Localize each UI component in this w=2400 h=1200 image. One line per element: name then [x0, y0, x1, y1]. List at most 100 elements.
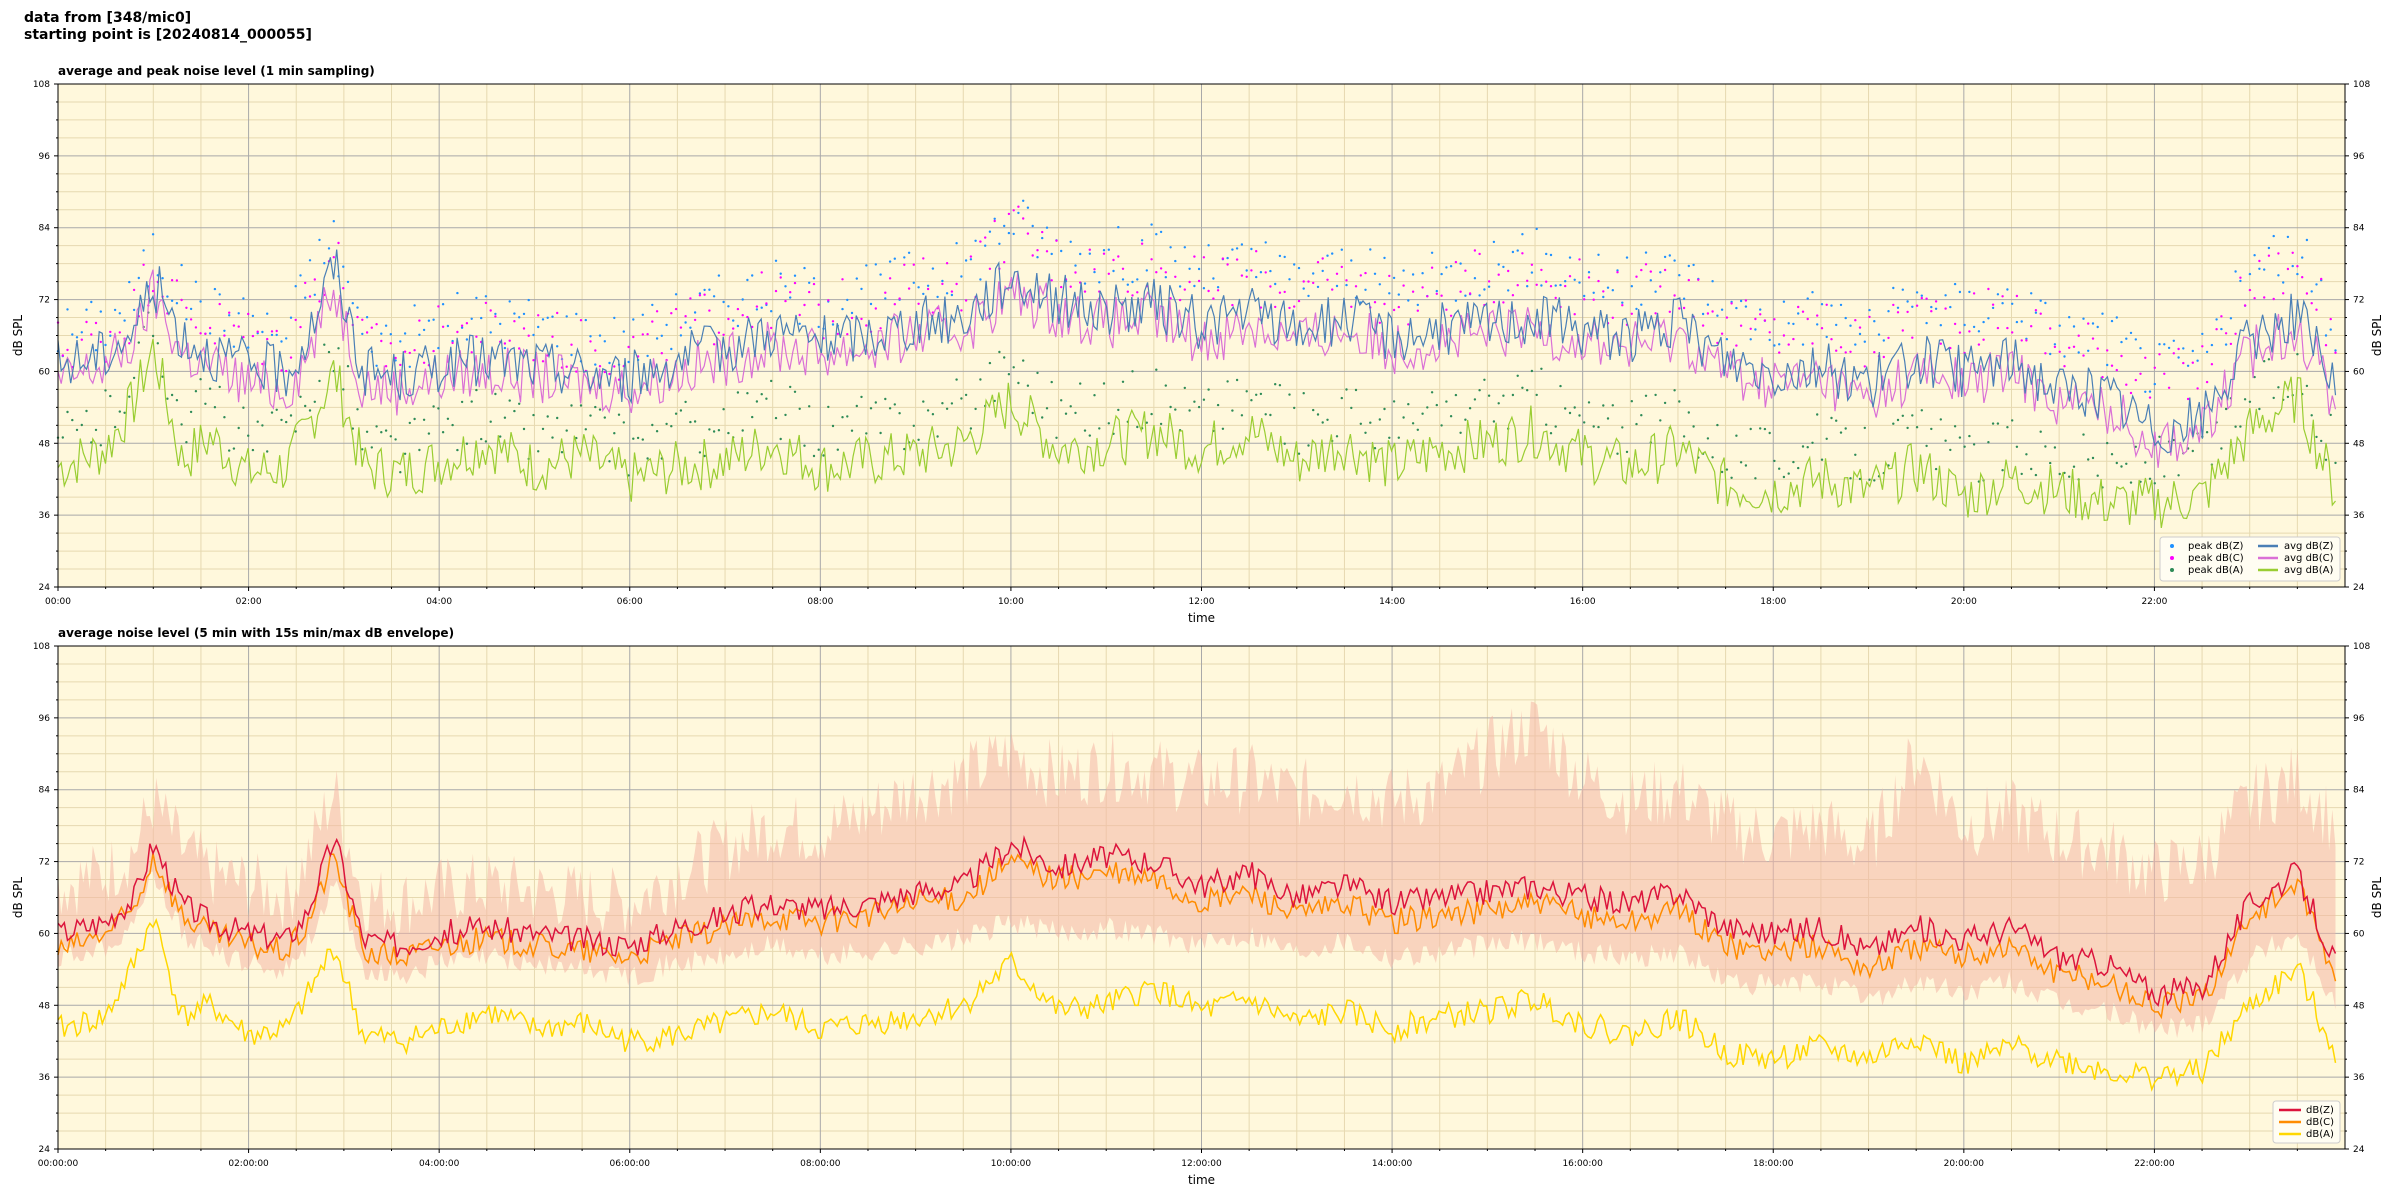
data-point: [551, 315, 554, 318]
data-point: [2148, 477, 2152, 480]
data-point: [2291, 251, 2294, 254]
data-point: [808, 281, 811, 284]
data-point: [541, 427, 545, 431]
data-point: [1972, 292, 1976, 295]
data-point: [2101, 375, 2104, 379]
data-point: [318, 238, 321, 242]
data-point: [1364, 288, 1367, 291]
data-point: [584, 428, 587, 431]
data-point: [1235, 378, 1239, 382]
data-point: [304, 281, 307, 285]
data-point: [1359, 422, 1363, 425]
data-point: [1383, 256, 1386, 260]
data-point: [1245, 390, 1248, 393]
data-point: [199, 300, 202, 303]
data-point: [1939, 324, 1943, 327]
data-point: [1502, 394, 1505, 397]
data-point: [1392, 400, 1396, 403]
data-point: [170, 279, 174, 282]
data-point: [1968, 290, 1971, 294]
data-point: [228, 311, 231, 314]
data-point: [1982, 320, 1985, 324]
data-point: [1896, 311, 1900, 314]
data-point: [2015, 320, 2019, 324]
data-point: [1316, 413, 1320, 416]
data-point: [1416, 428, 1420, 431]
data-point: [1583, 294, 1586, 298]
data-point: [2096, 474, 2099, 477]
data-point: [1235, 258, 1239, 261]
x-tick-label: 02:00:00: [228, 1159, 269, 1169]
data-point: [242, 297, 245, 300]
data-point: [1820, 327, 1824, 330]
data-point: [841, 307, 844, 311]
data-point: [1958, 436, 1962, 439]
data-point: [1449, 265, 1453, 268]
data-point: [275, 333, 278, 337]
data-point: [907, 251, 911, 254]
data-point: [860, 395, 863, 399]
data-point: [736, 307, 740, 311]
data-point: [1445, 400, 1448, 403]
data-point: [2106, 441, 2109, 445]
data-point: [1987, 317, 1990, 320]
data-point: [1830, 416, 1833, 420]
data-point: [917, 302, 920, 305]
data-point: [2324, 458, 2328, 461]
data-point: [2011, 302, 2014, 305]
data-point: [2020, 472, 2023, 476]
data-point: [1278, 291, 1282, 294]
data-point: [518, 402, 521, 405]
data-point: [2049, 461, 2052, 465]
data-point: [2272, 234, 2275, 238]
series-line-db-a-: [57, 917, 2337, 1092]
data-point: [128, 280, 131, 284]
data-point: [2034, 473, 2038, 477]
data-point: [1197, 405, 1201, 409]
data-point: [1269, 413, 1272, 417]
data-point: [2258, 267, 2261, 270]
data-point: [2144, 356, 2147, 359]
data-point: [1411, 273, 1415, 276]
data-point: [1202, 398, 1206, 401]
data-point: [712, 343, 716, 346]
data-point: [356, 306, 359, 309]
y-tick-label-right: 36: [2353, 1073, 2365, 1083]
data-point: [817, 325, 820, 329]
x-tick-label: 20:00:00: [1944, 1159, 1985, 1169]
data-point: [1915, 291, 1919, 294]
data-point: [465, 442, 469, 445]
data-point: [2139, 347, 2142, 350]
data-point: [1226, 263, 1229, 266]
data-point: [2186, 397, 2190, 401]
data-point: [1816, 314, 1819, 317]
data-point: [1026, 206, 1030, 209]
data-point: [1126, 290, 1130, 293]
data-point: [223, 416, 226, 419]
data-point: [1996, 326, 2000, 330]
data-point: [1240, 414, 1244, 417]
data-point: [142, 263, 145, 266]
data-point: [1392, 276, 1396, 280]
data-point: [1183, 288, 1187, 291]
data-point: [1326, 418, 1329, 421]
data-point: [1616, 271, 1619, 274]
data-point: [175, 399, 179, 402]
data-point: [1659, 271, 1662, 274]
data-point: [1316, 285, 1320, 289]
data-point: [437, 407, 440, 410]
data-point: [1991, 306, 1995, 310]
y-tick-label-left: 72: [39, 858, 50, 868]
data-point: [484, 440, 488, 443]
data-point: [1720, 332, 1724, 335]
data-point: [1207, 289, 1210, 293]
data-point: [1763, 319, 1767, 322]
data-point: [2125, 462, 2128, 465]
data-point: [1858, 332, 1862, 336]
x-axis-label: time: [1188, 611, 1215, 625]
data-point: [1906, 426, 1909, 430]
data-point: [522, 427, 526, 431]
data-point: [1426, 406, 1429, 409]
data-point: [204, 332, 207, 335]
data-point: [2053, 446, 2057, 449]
